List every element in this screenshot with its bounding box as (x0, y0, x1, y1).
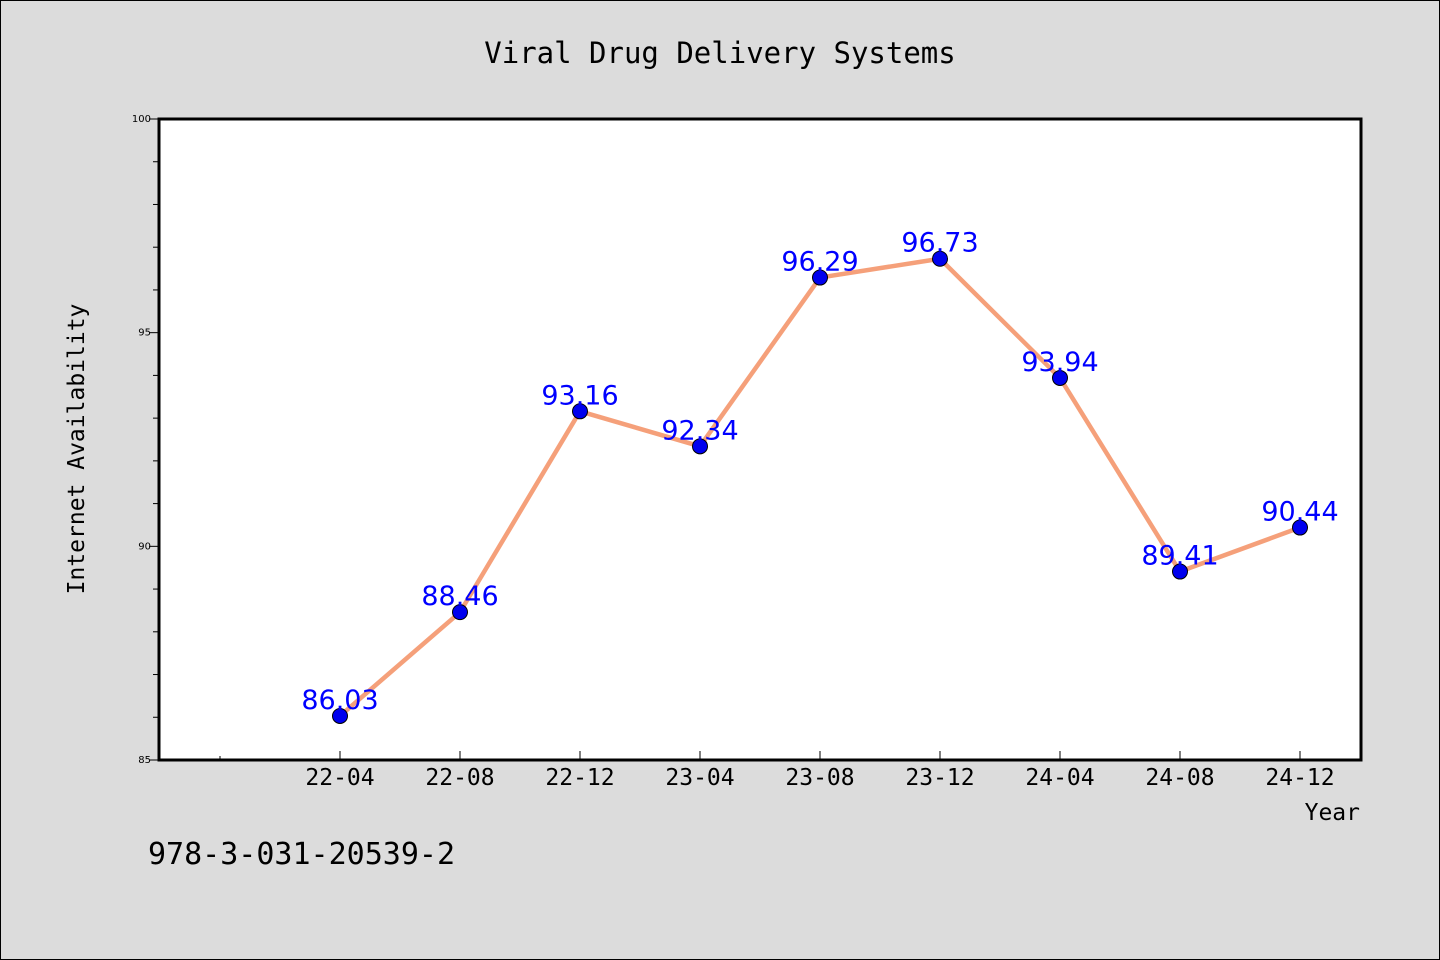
x-tick-label: 22-08 (425, 765, 494, 791)
x-axis: 22-04 22-08 22-12 23-04 23-08 23-12 24-04 24-08… (219, 751, 1335, 791)
data-point (572, 403, 588, 420)
y-tick-label: 90 (138, 541, 151, 552)
data-point (932, 250, 948, 267)
data-point (1172, 563, 1188, 580)
y-tick-label: 85 (138, 755, 151, 766)
data-label: 93.16 (541, 380, 618, 411)
data-point (1292, 519, 1308, 536)
y-tick-label: 95 (138, 328, 151, 339)
plot-area (157, 117, 1363, 762)
series-group: 86.03 88.46 93.16 92.34 96.29 96.73 93.94 89.41… (301, 228, 1339, 724)
annotation-text: 978-3-031-20539-2 (148, 837, 455, 872)
data-point (1052, 369, 1068, 386)
x-axis-label: Year (1305, 800, 1360, 826)
data-label: 96.73 (901, 228, 978, 259)
x-tick-label: 22-04 (305, 765, 374, 791)
data-point (452, 604, 468, 621)
x-tick-label: 24-08 (1145, 765, 1214, 791)
data-label: 86.03 (301, 685, 378, 716)
data-label: 90.44 (1261, 497, 1338, 528)
data-point (812, 269, 828, 286)
y-axis-label: Internet Availability (64, 304, 90, 595)
x-tick-label: 24-04 (1025, 765, 1094, 791)
data-point (692, 438, 708, 455)
x-tick-label: 22-12 (545, 765, 614, 791)
x-tick-label: 24-12 (1265, 765, 1334, 791)
chart-title: Viral Drug Delivery Systems (484, 36, 955, 70)
x-tick-label: 23-12 (905, 765, 974, 791)
x-tick-label: 23-04 (665, 765, 734, 791)
y-axis: 85 90 95 100 (132, 114, 159, 766)
data-label: 92.34 (661, 415, 738, 446)
data-label: 89.41 (1141, 541, 1218, 572)
data-label: 88.46 (421, 581, 498, 612)
data-point (332, 707, 348, 724)
data-label: 96.29 (781, 247, 858, 278)
data-label: 93.94 (1021, 347, 1098, 378)
y-tick-label: 100 (132, 114, 151, 125)
x-tick-label: 23-08 (785, 765, 854, 791)
